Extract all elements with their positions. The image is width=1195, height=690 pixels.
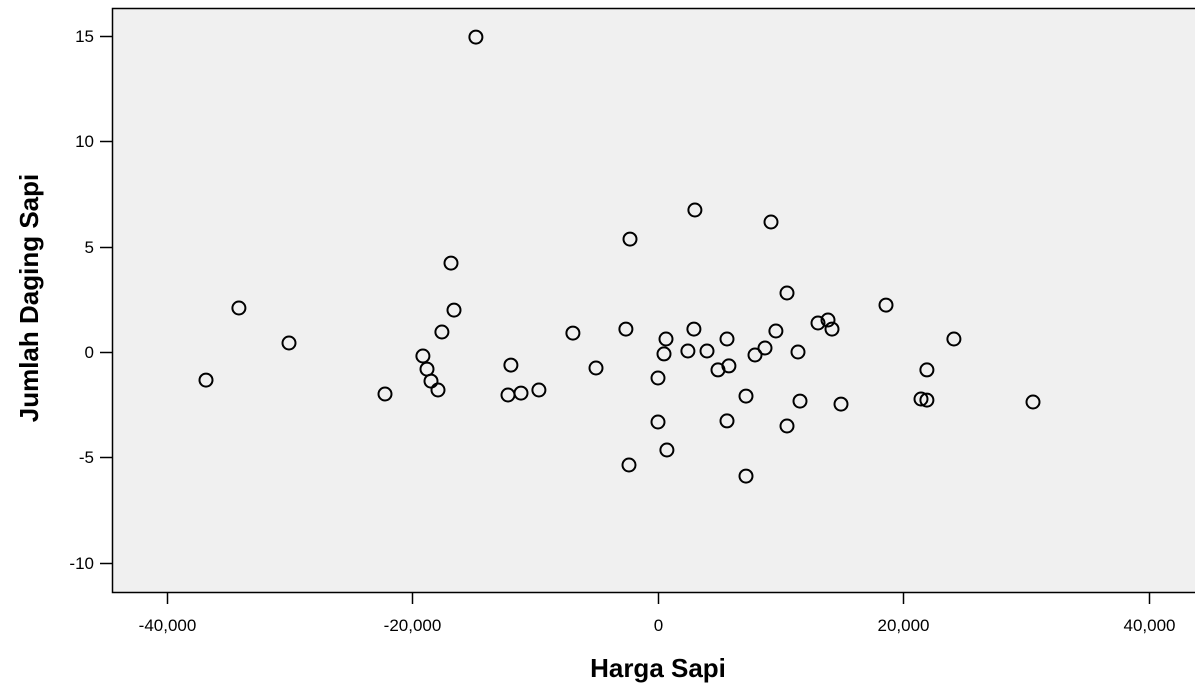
x-tick-label: 0 <box>654 616 663 635</box>
data-point <box>618 321 634 337</box>
data-point <box>747 347 763 363</box>
data-point <box>198 372 214 388</box>
x-tick-label: 20,000 <box>878 616 930 635</box>
data-point <box>231 300 247 316</box>
x-axis-ticks: -40,000 -20,000 0 20,000 40,000 <box>139 592 1176 635</box>
data-point <box>878 297 894 313</box>
x-tick-label: -40,000 <box>139 616 197 635</box>
data-point <box>790 344 806 360</box>
data-point <box>699 343 715 359</box>
data-point <box>680 343 696 359</box>
y-axis-title: Jumlah Daging Sapi <box>14 174 44 423</box>
data-points <box>198 29 1041 484</box>
y-tick-label: -5 <box>79 448 94 467</box>
data-point <box>946 331 962 347</box>
data-point <box>686 321 702 337</box>
y-tick-label: 5 <box>85 238 94 257</box>
x-tick-label: -20,000 <box>384 616 442 635</box>
plot-frame <box>111 7 1195 594</box>
data-point <box>281 335 297 351</box>
data-point <box>763 214 779 230</box>
y-tick-label: -10 <box>69 554 94 573</box>
data-point <box>650 370 666 386</box>
data-point <box>913 391 929 407</box>
data-point <box>650 414 666 430</box>
data-point <box>738 468 754 484</box>
data-point <box>779 285 795 301</box>
x-axis-title: Harga Sapi <box>590 653 726 683</box>
data-point <box>738 388 754 404</box>
x-tick-label: 40,000 <box>1124 616 1176 635</box>
data-point <box>779 418 795 434</box>
data-point <box>513 385 529 401</box>
data-point <box>503 357 519 373</box>
data-point <box>588 360 604 376</box>
data-point <box>621 457 637 473</box>
y-tick-label: 0 <box>85 343 94 362</box>
data-point <box>656 346 672 362</box>
data-point <box>792 393 808 409</box>
data-point <box>919 392 935 408</box>
data-point <box>687 202 703 218</box>
data-point <box>919 362 935 378</box>
data-point <box>468 29 484 45</box>
data-point <box>719 413 735 429</box>
data-point <box>820 312 836 328</box>
data-point <box>443 255 459 271</box>
data-point <box>415 348 431 364</box>
y-axis-ticks: -10 -5 0 5 10 15 <box>69 27 112 573</box>
data-point <box>757 340 773 356</box>
data-point <box>622 231 638 247</box>
data-point <box>833 396 849 412</box>
data-point <box>434 324 450 340</box>
data-point <box>721 358 737 374</box>
data-point <box>446 302 462 318</box>
data-point <box>565 325 581 341</box>
data-point <box>719 331 735 347</box>
data-point <box>430 382 446 398</box>
y-tick-label: 10 <box>75 132 94 151</box>
data-point <box>824 321 840 337</box>
data-point <box>377 386 393 402</box>
data-point <box>810 315 826 331</box>
y-tick-label: 15 <box>75 27 94 46</box>
data-point <box>658 331 674 347</box>
data-point <box>659 442 675 458</box>
plot-area <box>112 8 1195 592</box>
data-point <box>1025 394 1041 410</box>
data-point <box>531 382 547 398</box>
data-point <box>768 323 784 339</box>
